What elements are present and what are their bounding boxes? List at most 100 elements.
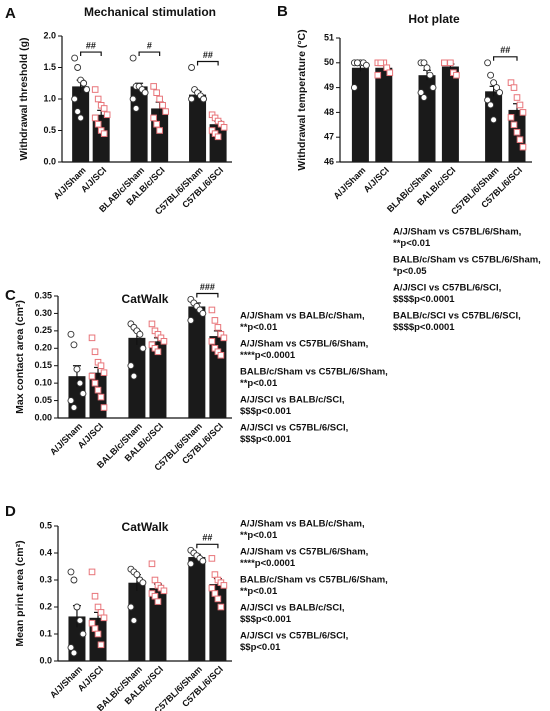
stat-note: **p<0.01: [393, 238, 431, 249]
data-point: [91, 379, 99, 387]
y-tick-label: 0.00: [34, 412, 52, 422]
data-point: [208, 306, 216, 314]
data-point: [377, 59, 385, 67]
data-point: [211, 571, 219, 578]
data-point: [153, 120, 160, 128]
y-tick-label: 0.15: [34, 360, 52, 370]
stat-note: A/J/SCI vs BALB/c/SCI,: [240, 603, 345, 614]
data-point: [97, 393, 105, 401]
data-point: [130, 372, 138, 380]
stat-note: A/J/SCI vs C57BL/6/SCI,: [393, 283, 501, 294]
chart-title: Hot plate: [408, 12, 460, 26]
y-tick-label: 1.0: [43, 93, 56, 103]
data-point: [487, 71, 495, 79]
data-point: [97, 641, 105, 649]
y-tick-label: 2.0: [43, 30, 56, 40]
data-point: [153, 89, 160, 97]
data-point: [80, 79, 88, 87]
data-point: [350, 84, 358, 92]
stat-note: A/J/SCI vs C57BL/6/SCI,: [240, 631, 348, 642]
data-point: [453, 71, 460, 79]
x-tick-label: A/J/SCI: [362, 165, 391, 194]
data-point: [208, 555, 216, 562]
data-point: [220, 334, 228, 342]
y-tick-label: 0.1: [39, 628, 52, 638]
data-point: [447, 59, 454, 67]
stat-note: BALB/c/Sham vs C57BL/6/Sham,: [240, 575, 388, 586]
y-tick-label: 0.30: [34, 308, 52, 318]
data-point: [100, 369, 108, 376]
data-point: [74, 108, 82, 116]
data-point: [429, 84, 437, 92]
data-point: [220, 582, 228, 589]
y-axis-label: Max contact area (cm²): [14, 300, 26, 414]
stat-note: BALB/c/Sham vs C57BL/6/Sham,: [393, 255, 541, 266]
data-point: [94, 95, 102, 103]
data-point: [129, 95, 137, 103]
data-point: [94, 386, 102, 394]
y-axis-label: Mean print area (cm²): [14, 540, 26, 646]
bar: [189, 94, 207, 162]
data-point: [91, 86, 99, 93]
stat-note: $$$p<0.001: [240, 434, 292, 445]
data-point: [67, 397, 75, 405]
bar: [188, 306, 206, 418]
bar: [485, 91, 503, 162]
data-point: [94, 120, 102, 128]
data-point: [100, 404, 108, 411]
data-point: [73, 603, 81, 611]
data-point: [88, 619, 96, 627]
data-point: [73, 365, 81, 373]
data-point: [133, 571, 141, 579]
data-point: [490, 116, 498, 124]
y-tick-label: 47: [324, 132, 334, 142]
data-point: [148, 560, 156, 568]
data-point: [141, 89, 149, 97]
y-tick-label: 0.20: [34, 343, 52, 353]
stat-note: $$$p<0.001: [240, 406, 292, 417]
data-point: [91, 592, 99, 600]
data-point: [156, 127, 163, 134]
data-point: [417, 89, 425, 97]
y-tick-label: 1.5: [43, 62, 56, 72]
data-point: [187, 560, 195, 568]
data-point: [214, 133, 222, 141]
data-point: [507, 114, 515, 121]
stat-note: *p<0.05: [393, 266, 427, 277]
x-tick-label: A/J/Sham: [331, 165, 367, 201]
data-point: [136, 330, 144, 338]
data-point: [150, 114, 157, 122]
data-point: [100, 614, 108, 622]
data-point: [127, 362, 135, 370]
bar: [128, 337, 146, 418]
data-point: [426, 71, 434, 79]
data-point: [220, 124, 228, 131]
data-point: [148, 320, 156, 328]
data-point: [71, 95, 79, 103]
y-tick-label: 50: [324, 57, 334, 67]
chart-title: Mechanical stimulation: [84, 5, 216, 19]
bar: [149, 588, 167, 661]
data-point: [150, 83, 157, 90]
data-point: [519, 143, 527, 151]
data-point: [211, 590, 219, 597]
data-point: [490, 79, 498, 87]
data-point: [151, 592, 159, 600]
y-tick-label: 0.2: [39, 601, 52, 611]
data-point: [187, 316, 195, 324]
significance-bracket: [196, 292, 219, 298]
data-point: [510, 121, 518, 129]
stat-note: $$$$p<0.0001: [393, 322, 455, 333]
significance-label: ##: [500, 45, 510, 55]
chart-title: CatWalk: [122, 520, 169, 534]
y-tick-label: 0.35: [34, 290, 52, 300]
data-point: [519, 109, 527, 116]
significance-label: ##: [202, 533, 212, 543]
data-point: [200, 95, 208, 103]
data-point: [386, 69, 394, 77]
data-point: [76, 379, 84, 387]
data-point: [493, 84, 501, 92]
data-point: [214, 595, 222, 603]
data-point: [79, 630, 87, 638]
